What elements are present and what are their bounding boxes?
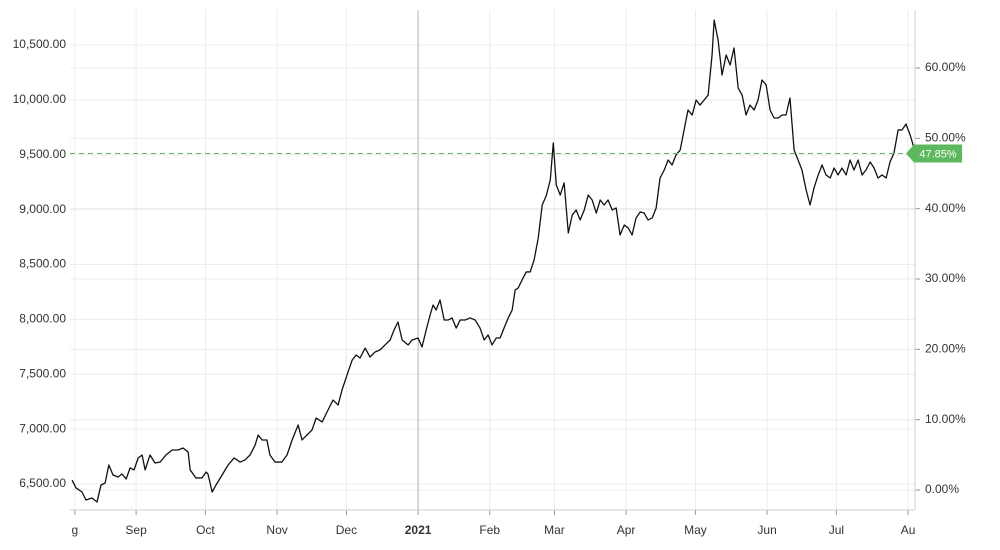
y-tick-label: 9,500.00 xyxy=(19,147,66,161)
reference-badge xyxy=(906,144,962,163)
y-tick-label: 8,000.00 xyxy=(19,312,66,326)
x-tick-label: Jul xyxy=(829,523,844,537)
x-tick-label: Mar xyxy=(544,523,565,537)
x-tick-label: Nov xyxy=(266,523,287,537)
price-line xyxy=(71,19,915,503)
y-tick-label: 10,000.00 xyxy=(13,92,67,106)
y-tick-label: 8,500.00 xyxy=(19,257,66,271)
x-tick-label: g xyxy=(72,523,79,537)
x-tick-label: Feb xyxy=(479,523,500,537)
y2-tick-label: 60.00% xyxy=(925,60,966,74)
y2-tick-label: 40.00% xyxy=(925,201,966,215)
x-tick-label: Sep xyxy=(125,523,147,537)
y-tick-label: 10,500.00 xyxy=(13,37,67,51)
marks xyxy=(70,19,915,503)
y2-tick-label: 10.00% xyxy=(925,412,966,426)
y2-tick-label: 0.00% xyxy=(925,482,959,496)
y2-tick-label: 30.00% xyxy=(925,271,966,285)
y2-tick-label: 20.00% xyxy=(925,342,966,356)
y-tick-label: 9,000.00 xyxy=(19,202,66,216)
x-tick-label: Oct xyxy=(196,523,215,537)
y-tick-label: 6,500.00 xyxy=(19,476,66,490)
x-tick-label: May xyxy=(684,523,707,537)
grid xyxy=(70,10,920,515)
x-tick-label: Dec xyxy=(336,523,357,537)
labels: 6,500.00 7,000.00 7,500.00 8,000.00 8,500.00… xyxy=(13,37,966,537)
x-tick-label: Au xyxy=(901,523,916,537)
x-tick-label: Jun xyxy=(757,523,776,537)
y-tick-label: 7,500.00 xyxy=(19,366,66,380)
x-tick-label: Apr xyxy=(617,523,636,537)
y-tick-label: 7,000.00 xyxy=(19,421,66,435)
y2-tick-label: 50.00% xyxy=(925,131,966,145)
reference-label: 47.85% xyxy=(919,148,957,160)
x-tick-label: 2021 xyxy=(405,523,432,537)
